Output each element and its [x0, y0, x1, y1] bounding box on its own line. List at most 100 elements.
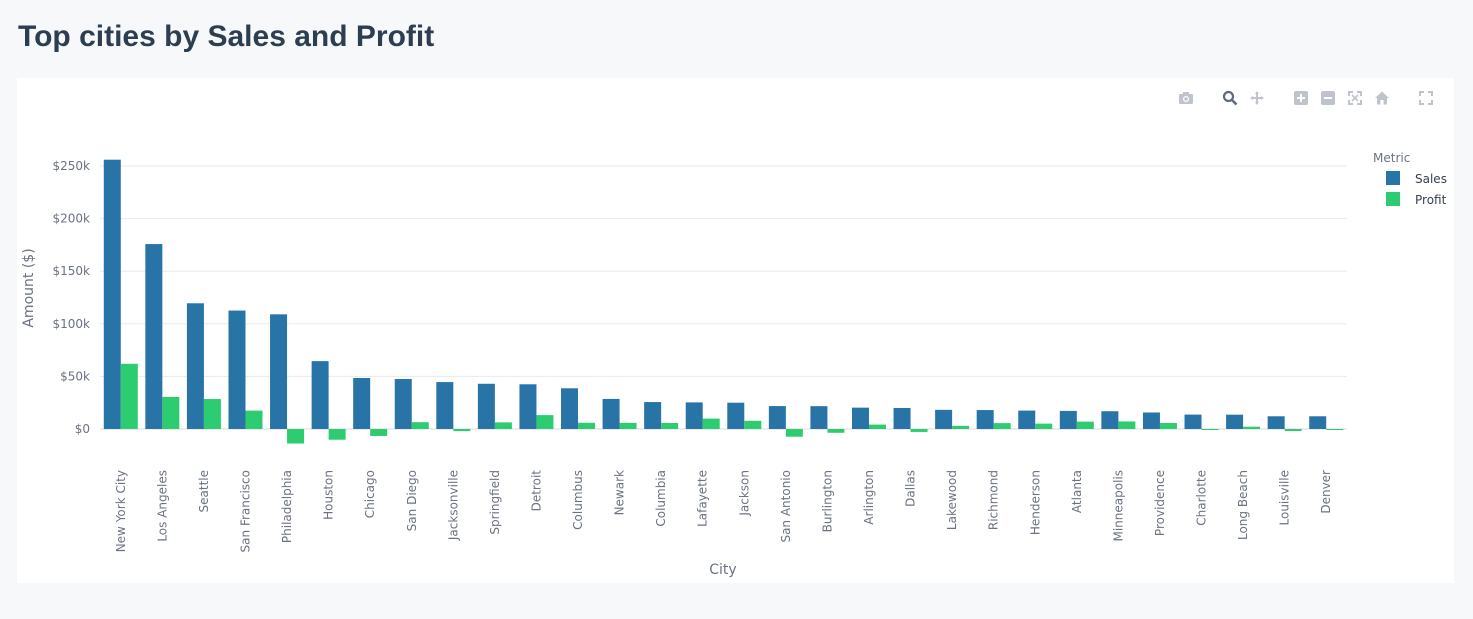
profit-bar-providence[interactable]	[1159, 423, 1177, 429]
sales-bar-denver[interactable]	[1309, 416, 1327, 429]
x-tick-label: Atlanta	[1070, 470, 1084, 513]
sales-bar-detroit[interactable]	[519, 384, 537, 429]
legend-item-profit[interactable]: Profit	[1386, 192, 1447, 207]
x-tick-label: Providence	[1153, 470, 1167, 536]
legend-swatch-sales	[1386, 171, 1400, 185]
page-title: Top cities by Sales and Profit	[18, 20, 435, 53]
profit-bar-charlotte[interactable]	[1201, 429, 1219, 431]
sales-bar-lakewood[interactable]	[935, 409, 953, 429]
legend-label-profit: Profit	[1415, 193, 1447, 207]
sales-bar-charlotte[interactable]	[1184, 414, 1202, 429]
fullscreen-icon[interactable]	[1416, 88, 1436, 108]
x-tick-label: Seattle	[197, 470, 211, 512]
sales-bar-burlington[interactable]	[810, 406, 828, 429]
x-tick-label: Philadelphia	[280, 470, 294, 543]
profit-bar-lafayette[interactable]	[702, 418, 720, 429]
sales-bar-henderson[interactable]	[1018, 410, 1036, 429]
sales-bar-richmond[interactable]	[976, 410, 994, 429]
autoscale-icon[interactable]	[1345, 88, 1365, 108]
profit-bar-burlington[interactable]	[827, 429, 845, 433]
x-tick-label: Lakewood	[945, 470, 959, 530]
grid-lines	[100, 165, 1347, 430]
profit-bar-san-antonio[interactable]	[785, 429, 803, 437]
zoom-out-icon[interactable]	[1318, 88, 1338, 108]
x-tick-label: Dallas	[904, 470, 918, 507]
sales-bar-springfield[interactable]	[477, 383, 495, 429]
y-tick-label: $200k	[53, 212, 91, 226]
profit-bar-columbus[interactable]	[578, 422, 596, 429]
sales-bar-houston[interactable]	[311, 361, 329, 429]
profit-bar-san-diego[interactable]	[411, 422, 429, 429]
sales-bar-arlington[interactable]	[851, 407, 869, 429]
sales-bar-jacksonville[interactable]	[436, 382, 454, 429]
home-icon[interactable]	[1372, 88, 1392, 108]
x-tick-label: Jackson	[737, 470, 751, 517]
profit-bar-newark[interactable]	[619, 422, 637, 429]
sales-bar-los-angeles[interactable]	[145, 244, 163, 429]
profit-bar-jackson[interactable]	[744, 420, 762, 429]
profit-bar-minneapolis[interactable]	[1118, 421, 1136, 429]
profit-bar-louisville[interactable]	[1284, 429, 1302, 431]
x-tick-label: Columbus	[571, 470, 585, 530]
bar-chart: $0 $50k $100k $150k $200k $250k New York City…	[21, 151, 1447, 578]
sales-bar-jackson[interactable]	[727, 402, 745, 429]
profit-bar-los-angeles[interactable]	[162, 396, 180, 429]
y-tick-label: $50k	[60, 369, 90, 383]
sales-bar-san-diego[interactable]	[394, 379, 412, 429]
legend-item-sales[interactable]: Sales	[1386, 171, 1447, 186]
profit-bar-dallas[interactable]	[910, 429, 928, 432]
camera-icon[interactable]	[1176, 88, 1196, 108]
chart-card: $0 $50k $100k $150k $200k $250k New York City…	[17, 78, 1454, 583]
profit-bar-houston[interactable]	[328, 429, 346, 440]
profit-bar-seattle[interactable]	[203, 399, 221, 429]
profit-bar-jacksonville[interactable]	[453, 429, 471, 432]
x-axis-title: City	[709, 562, 736, 578]
x-tick-label: Chicago	[363, 470, 377, 518]
sales-bar-columbus[interactable]	[561, 388, 579, 429]
x-tick-label: Houston	[322, 470, 336, 520]
x-tick-label: Los Angeles	[155, 470, 169, 542]
profit-bar-richmond[interactable]	[993, 423, 1011, 429]
profit-bar-springfield[interactable]	[494, 422, 512, 429]
profit-bar-detroit[interactable]	[536, 415, 554, 429]
sales-bar-philadelphia[interactable]	[270, 314, 288, 429]
pan-icon[interactable]	[1247, 88, 1267, 108]
sales-bar-san-francisco[interactable]	[228, 310, 246, 429]
profit-bar-henderson[interactable]	[1035, 423, 1053, 429]
sales-bar-san-antonio[interactable]	[768, 406, 786, 429]
x-tick-label: Burlington	[820, 470, 834, 532]
profit-bar-columbia[interactable]	[661, 423, 679, 429]
x-tick-label: Arlington	[862, 470, 876, 525]
legend-swatch-profit	[1386, 192, 1400, 206]
x-tick-label: San Diego	[405, 470, 419, 531]
sales-bar-seattle[interactable]	[186, 303, 204, 429]
x-tick-label: San Antonio	[779, 470, 793, 543]
sales-bar-dallas[interactable]	[893, 407, 911, 429]
profit-bar-denver[interactable]	[1326, 429, 1344, 430]
profit-bar-atlanta[interactable]	[1076, 421, 1094, 429]
profit-bar-long-beach[interactable]	[1243, 426, 1261, 429]
sales-bar-louisville[interactable]	[1267, 416, 1285, 429]
profit-bar-san-francisco[interactable]	[245, 410, 263, 429]
sales-bar-minneapolis[interactable]	[1101, 411, 1119, 429]
zoom-in-icon[interactable]	[1291, 88, 1311, 108]
x-tick-label: Minneapolis	[1111, 470, 1125, 542]
sales-bar-new-york-city[interactable]	[103, 159, 121, 430]
sales-bar-chicago[interactable]	[353, 377, 371, 429]
profit-bar-philadelphia[interactable]	[287, 429, 305, 444]
profit-bar-lakewood[interactable]	[952, 425, 970, 429]
modebar	[1176, 88, 1436, 108]
zoom-icon[interactable]	[1220, 88, 1240, 108]
sales-bar-long-beach[interactable]	[1226, 414, 1244, 429]
sales-bar-lafayette[interactable]	[685, 402, 703, 429]
sales-bar-columbia[interactable]	[644, 402, 662, 429]
sales-bar-providence[interactable]	[1142, 412, 1160, 429]
x-tick-label: New York City	[114, 470, 128, 552]
profit-bar-new-york-city[interactable]	[120, 363, 138, 429]
sales-bar-atlanta[interactable]	[1059, 410, 1077, 429]
profit-bar-arlington[interactable]	[868, 424, 886, 429]
x-tick-label: Richmond	[987, 470, 1001, 530]
y-axis-title: Amount ($)	[21, 248, 37, 327]
sales-bar-newark[interactable]	[602, 398, 620, 429]
profit-bar-chicago[interactable]	[370, 429, 388, 436]
